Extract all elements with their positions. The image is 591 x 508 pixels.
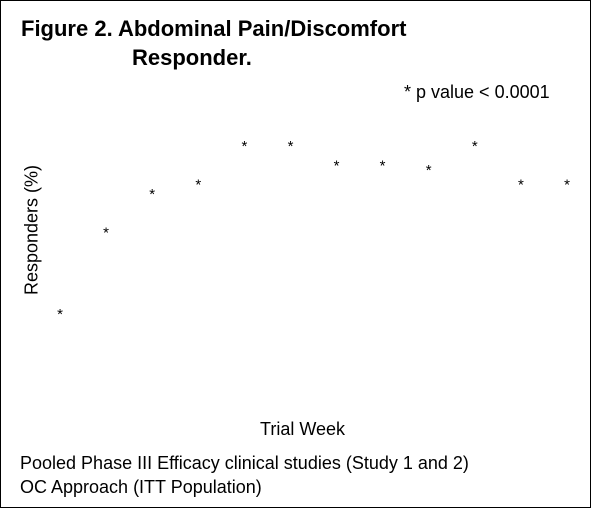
- data-point-week-10: *: [472, 138, 478, 155]
- data-point-week-12: *: [564, 177, 570, 194]
- chart-title-line-1: Figure 2. Abdominal Pain/Discomfort: [21, 16, 407, 41]
- footnote-line-1: Pooled Phase III Efficacy clinical studi…: [20, 453, 469, 473]
- data-point-week-6: *: [288, 138, 294, 155]
- x-axis-label: Trial Week: [260, 419, 346, 439]
- data-point-week-4: *: [195, 177, 201, 194]
- data-point-week-8: *: [380, 157, 386, 174]
- footnote: Pooled Phase III Efficacy clinical studi…: [20, 451, 469, 499]
- significance-note: * p value < 0.0001: [404, 82, 550, 102]
- data-point-week-1: *: [57, 306, 63, 323]
- data-point-week-11: *: [518, 177, 524, 194]
- chart-title: Figure 2. Abdominal Pain/Discomfort Resp…: [21, 14, 406, 72]
- data-point-week-5: *: [241, 138, 247, 155]
- data-point-week-2: *: [103, 225, 109, 242]
- chart-title-line-2: Responder.: [132, 45, 252, 70]
- data-point-week-9: *: [426, 162, 432, 179]
- data-point-week-3: *: [149, 186, 155, 203]
- footnote-line-2: OC Approach (ITT Population): [20, 477, 262, 497]
- data-point-week-7: *: [334, 157, 340, 174]
